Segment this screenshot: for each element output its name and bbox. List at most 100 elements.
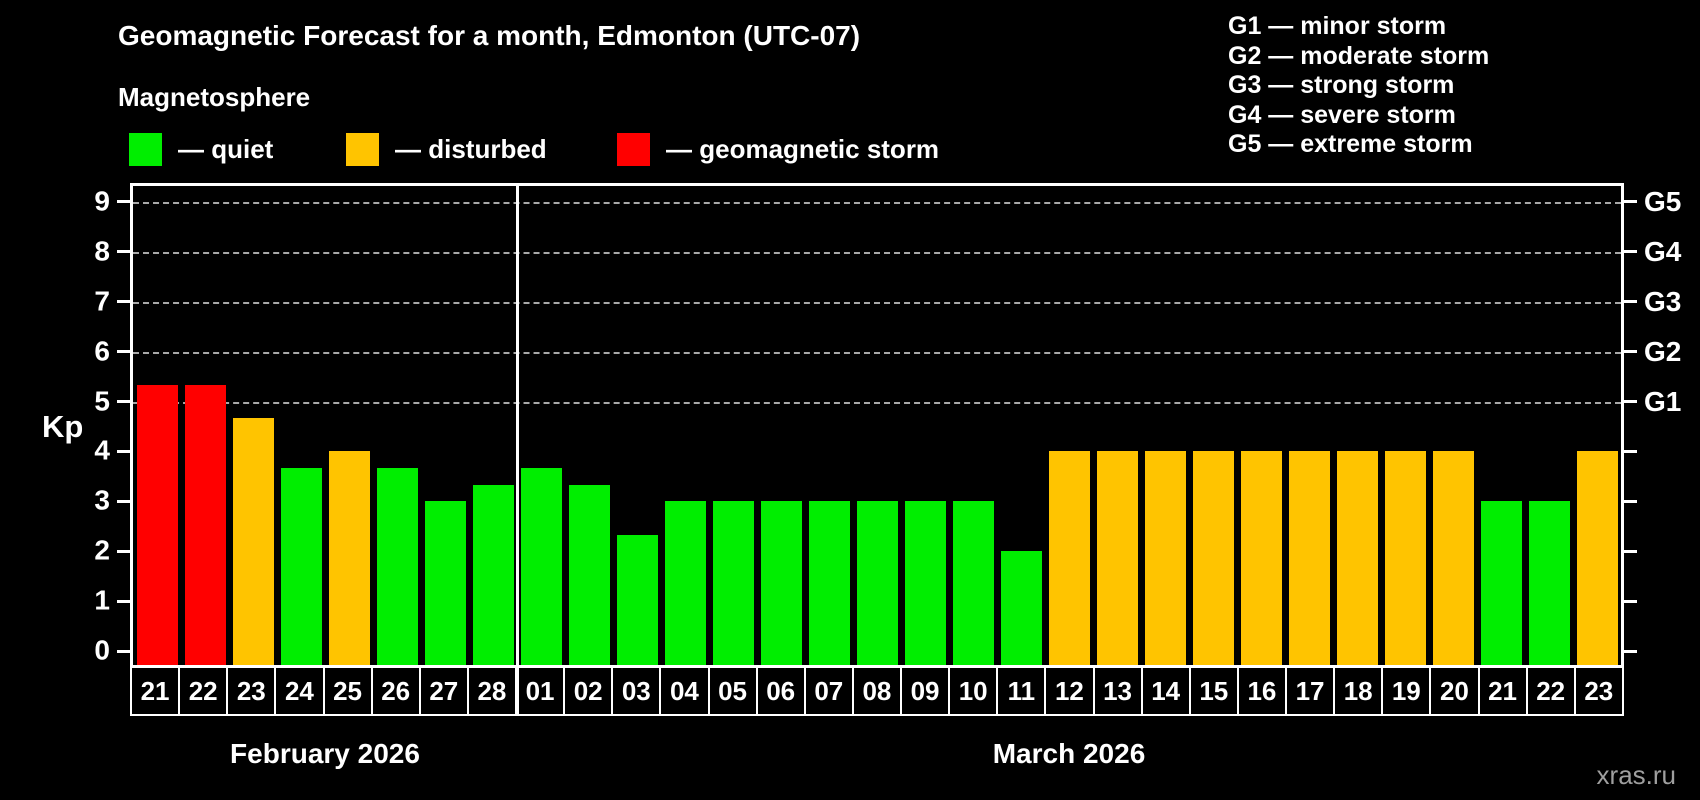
y-axis-label-3: 3 [94, 484, 110, 516]
date-cell-march-18: 18 [1333, 668, 1381, 714]
plot-inner [133, 186, 1621, 665]
g-axis-label-g2: G2 [1644, 335, 1682, 367]
g-scale-item-g1: G1 — minor storm [1228, 12, 1447, 40]
bar-march-14 [1144, 451, 1186, 665]
date-cell-march-14: 14 [1140, 668, 1189, 714]
gridline-kp7 [133, 301, 1621, 304]
bar-march-22 [1528, 501, 1570, 665]
y-axis-title: Kp [42, 409, 84, 444]
gridline-kp5 [133, 401, 1621, 404]
y-axis-label-6: 6 [94, 334, 110, 366]
y-tick-right-5 [1624, 400, 1637, 403]
date-cell-march-10: 10 [948, 668, 996, 714]
y-tick-left-3 [117, 499, 130, 503]
bar-march-07 [808, 501, 850, 665]
y-tick-right-4 [1624, 449, 1637, 453]
y-axis-label-7: 7 [94, 285, 110, 317]
chart-title: Geomagnetic Forecast for a month, Edmont… [118, 20, 861, 51]
disturbed-color-swatch [346, 132, 379, 166]
date-cell-march-09: 09 [900, 668, 948, 714]
date-cell-march-15: 15 [1188, 668, 1237, 714]
y-axis-label-1: 1 [94, 584, 110, 616]
quiet-color-swatch [129, 132, 162, 166]
date-cell-february-22: 22 [178, 668, 226, 714]
g-scale-item-g3: G3 — strong storm [1228, 71, 1455, 100]
date-cell-march-20: 20 [1429, 668, 1477, 714]
g-axis-label-g5: G5 [1644, 185, 1682, 217]
date-cell-march-13: 13 [1092, 668, 1141, 714]
month-divider-line [516, 186, 519, 715]
bar-march-08 [856, 501, 898, 665]
date-cell-march-19: 19 [1381, 668, 1429, 714]
y-tick-left-9 [117, 200, 130, 204]
date-cell-march-23: 23 [1573, 668, 1622, 714]
date-cell-february-26: 26 [370, 668, 419, 714]
bar-march-05 [712, 501, 754, 665]
g-scale-legend: G1 — minor storm G2 — moderate storm G3 … [1228, 12, 1489, 160]
y-tick-left-8 [117, 250, 130, 254]
plot-area [130, 183, 1624, 668]
bar-february-22 [184, 385, 226, 665]
bar-february-25 [328, 451, 370, 665]
legend-item-quiet: — quiet [129, 132, 273, 166]
date-cell-march-21: 21 [1477, 668, 1526, 714]
date-cell-march-01: 01 [515, 668, 563, 714]
y-tick-left-5 [117, 400, 130, 403]
month-label-march: March 2026 [992, 738, 1146, 769]
date-cell-february-27: 27 [418, 668, 467, 714]
bar-march-20 [1432, 451, 1474, 665]
bar-march-11 [1000, 551, 1042, 665]
y-tick-left-4 [117, 449, 130, 453]
y-axis-label-4: 4 [94, 434, 110, 466]
date-cell-march-22: 22 [1525, 668, 1574, 714]
legend-label-disturbed: — disturbed [395, 133, 547, 164]
bar-march-09 [904, 501, 946, 665]
month-label-february: February 2026 [230, 738, 420, 769]
gridline-kp6 [133, 351, 1621, 354]
storm-color-swatch [617, 132, 650, 166]
legend-item-storm: — geomagnetic storm [617, 132, 939, 166]
bar-march-04 [664, 501, 706, 665]
date-cell-february-24: 24 [274, 668, 322, 714]
watermark: xras.ru [1596, 760, 1676, 790]
date-axis-row: 21 22 23 24 25 26 27 28 01 02 03 04 05 06 07 08 09 10 11 12… [130, 666, 1624, 716]
date-cell-march-02: 02 [563, 668, 611, 714]
g-scale-item-g5: G5 — extreme storm [1228, 130, 1473, 159]
bar-february-28 [472, 484, 514, 665]
gridline-kp9 [133, 201, 1621, 204]
y-axis-label-0: 0 [94, 634, 110, 666]
y-tick-left-6 [117, 350, 130, 354]
y-tick-right-8 [1624, 250, 1637, 254]
y-tick-left-1 [117, 599, 130, 603]
bar-february-26 [376, 467, 418, 665]
bar-march-15 [1192, 451, 1234, 665]
date-cell-march-17: 17 [1285, 668, 1333, 714]
y-tick-right-3 [1624, 499, 1637, 503]
gridline-kp8 [133, 251, 1621, 254]
date-cell-march-06: 06 [755, 668, 804, 714]
y-tick-left-7 [117, 300, 130, 304]
date-cell-february-23: 23 [226, 668, 274, 714]
y-axis-label-2: 2 [94, 534, 110, 566]
y-tick-right-0 [1624, 649, 1637, 653]
bar-february-23 [232, 417, 274, 665]
bar-march-01 [520, 467, 562, 665]
date-cell-february-21: 21 [140, 675, 170, 706]
bar-march-18 [1336, 451, 1378, 665]
y-tick-left-0 [117, 649, 130, 653]
date-cell-march-03: 03 [611, 668, 659, 714]
bar-february-24 [280, 467, 322, 665]
y-tick-right-1 [1624, 599, 1637, 603]
y-tick-right-2 [1624, 549, 1637, 553]
bar-march-16 [1240, 451, 1282, 665]
date-cell-march-04: 04 [659, 668, 707, 714]
y-tick-right-7 [1624, 300, 1637, 304]
bar-march-10 [952, 501, 994, 665]
bar-march-23 [1576, 451, 1618, 665]
bar-february-27 [424, 501, 466, 665]
bar-march-13 [1096, 451, 1138, 665]
bar-march-12 [1048, 451, 1090, 665]
legend-item-disturbed: — disturbed [346, 132, 547, 166]
g-axis-label-g1: G1 [1644, 385, 1682, 417]
date-cell-march-08: 08 [851, 668, 900, 714]
